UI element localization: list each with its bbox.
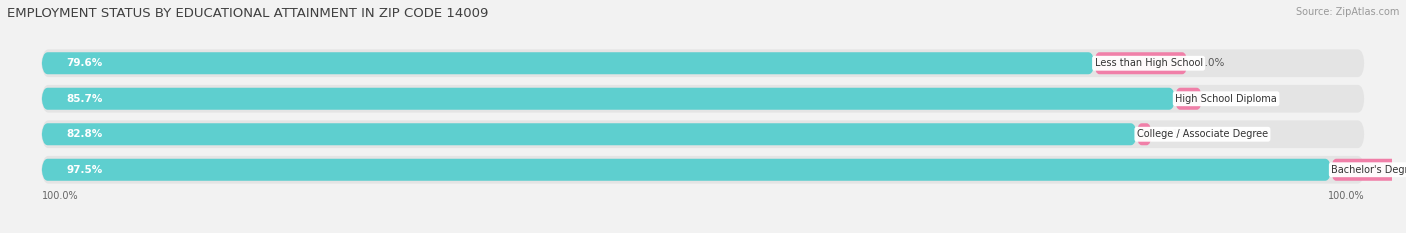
FancyBboxPatch shape [42,49,1364,77]
FancyBboxPatch shape [1094,52,1187,74]
Text: High School Diploma: High School Diploma [1175,94,1277,104]
FancyBboxPatch shape [1331,159,1406,181]
FancyBboxPatch shape [42,159,1331,181]
FancyBboxPatch shape [42,120,1364,148]
FancyBboxPatch shape [1175,88,1202,110]
Text: College / Associate Degree: College / Associate Degree [1137,129,1268,139]
Text: 100.0%: 100.0% [42,191,79,201]
FancyBboxPatch shape [42,123,1137,145]
Text: 97.5%: 97.5% [66,165,103,175]
FancyBboxPatch shape [42,88,1175,110]
Text: Source: ZipAtlas.com: Source: ZipAtlas.com [1295,7,1399,17]
Text: Less than High School: Less than High School [1094,58,1202,68]
Text: 79.6%: 79.6% [66,58,103,68]
Text: EMPLOYMENT STATUS BY EDUCATIONAL ATTAINMENT IN ZIP CODE 14009: EMPLOYMENT STATUS BY EDUCATIONAL ATTAINM… [7,7,488,20]
Text: 100.0%: 100.0% [1327,191,1364,201]
Text: 7.0%: 7.0% [1198,58,1225,68]
Text: 85.7%: 85.7% [66,94,103,104]
Text: 1.1%: 1.1% [1163,129,1189,139]
FancyBboxPatch shape [42,156,1364,184]
FancyBboxPatch shape [42,85,1364,113]
Text: 2.0%: 2.0% [1213,94,1239,104]
FancyBboxPatch shape [1137,123,1152,145]
Text: 82.8%: 82.8% [66,129,103,139]
FancyBboxPatch shape [42,52,1094,74]
Text: Bachelor's Degree or higher: Bachelor's Degree or higher [1331,165,1406,175]
